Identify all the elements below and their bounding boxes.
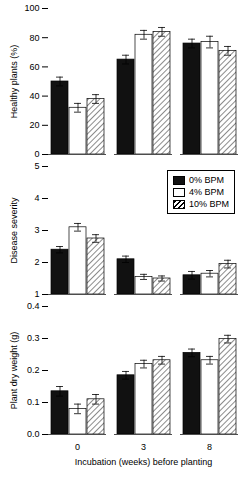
html-text:4% BPM: 4% BPM bbox=[189, 187, 224, 197]
svg-text:0.1: 0.1 bbox=[27, 397, 40, 407]
svg-text:40: 40 bbox=[29, 91, 39, 101]
svg-text:0.4: 0.4 bbox=[27, 301, 40, 311]
svg-text:Incubation (weeks) before plan: Incubation (weeks) before planting bbox=[75, 457, 213, 467]
svg-text:0.3: 0.3 bbox=[27, 333, 40, 343]
svg-text:20: 20 bbox=[29, 120, 39, 130]
svg-text:0: 0 bbox=[34, 149, 39, 159]
svg-text:3: 3 bbox=[141, 442, 146, 452]
svg-text:0.0: 0.0 bbox=[27, 429, 40, 439]
svg-text:5: 5 bbox=[34, 161, 39, 171]
svg-text:8: 8 bbox=[207, 442, 212, 452]
svg-text:60: 60 bbox=[29, 62, 39, 72]
svg-text:3: 3 bbox=[34, 225, 39, 235]
svg-text:4: 4 bbox=[34, 193, 39, 203]
svg-text:0: 0 bbox=[75, 442, 80, 452]
svg-text:2: 2 bbox=[34, 257, 39, 267]
html-text:0% BPM: 0% BPM bbox=[189, 175, 224, 185]
html-text:10% BPM: 10% BPM bbox=[189, 199, 229, 209]
svg-text:Healthy plants (%): Healthy plants (%) bbox=[9, 45, 19, 119]
svg-text:1: 1 bbox=[34, 289, 39, 299]
svg-text:100: 100 bbox=[24, 3, 39, 13]
svg-text:Disease severity: Disease severity bbox=[9, 197, 19, 264]
svg-text:Plant dry weight (g): Plant dry weight (g) bbox=[9, 332, 19, 410]
svg-text:80: 80 bbox=[29, 33, 39, 43]
svg-text:0.2: 0.2 bbox=[27, 365, 40, 375]
